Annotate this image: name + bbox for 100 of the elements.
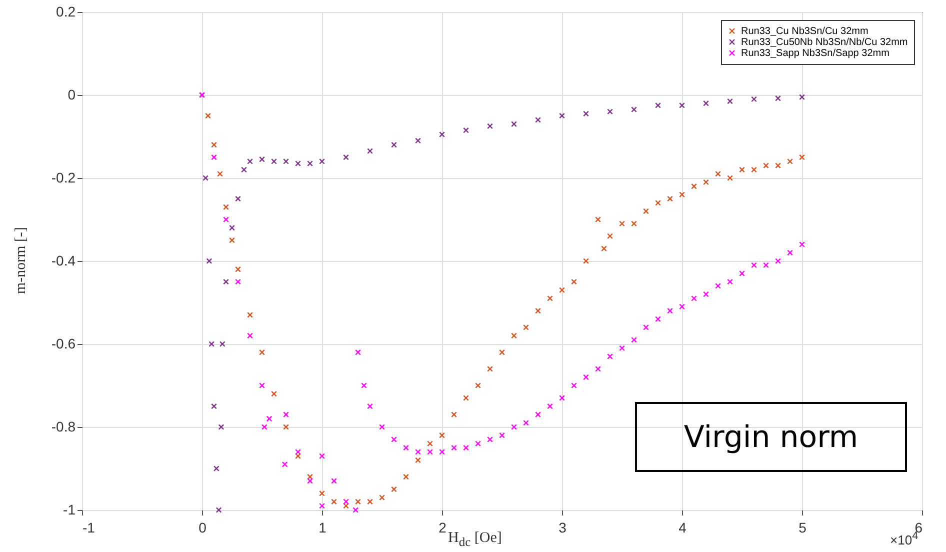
point — [208, 341, 215, 347]
point — [223, 216, 229, 222]
point — [319, 158, 325, 164]
point — [655, 102, 661, 108]
point — [547, 403, 553, 410]
point — [487, 123, 493, 130]
point — [631, 220, 637, 227]
point — [223, 278, 229, 285]
point — [379, 494, 385, 500]
point — [219, 341, 226, 347]
point — [247, 312, 253, 318]
point — [583, 258, 589, 264]
point — [307, 478, 313, 484]
y-tick-label: -0.4 — [51, 252, 76, 268]
point — [571, 382, 577, 388]
point — [271, 390, 277, 397]
point — [343, 154, 349, 160]
x-tick-label: 2 — [438, 520, 447, 536]
point — [727, 98, 733, 104]
point — [319, 453, 325, 459]
point — [595, 366, 601, 372]
point — [439, 131, 445, 138]
point — [355, 349, 361, 356]
point — [367, 403, 373, 410]
y-tick-label: -0.8 — [51, 418, 76, 434]
point — [261, 424, 268, 430]
point — [511, 121, 517, 127]
y-tick-label: -0.2 — [51, 170, 76, 186]
point — [367, 148, 373, 154]
point — [439, 432, 445, 438]
point — [799, 154, 805, 160]
point — [535, 116, 541, 123]
point — [601, 246, 607, 252]
point — [463, 395, 469, 401]
point — [282, 461, 288, 468]
point — [703, 291, 709, 298]
point — [667, 196, 673, 202]
point — [787, 250, 793, 256]
point — [763, 262, 769, 268]
point — [667, 308, 673, 314]
point — [283, 424, 289, 430]
point — [217, 170, 223, 177]
point — [655, 200, 661, 206]
x-tick-label: 5 — [798, 520, 807, 536]
point — [727, 278, 733, 285]
y-tick-label: -0.6 — [51, 336, 76, 352]
point — [751, 166, 757, 173]
point — [218, 424, 224, 430]
point — [283, 158, 289, 164]
point — [361, 382, 367, 388]
point — [715, 282, 721, 289]
point — [607, 108, 613, 115]
point — [439, 448, 445, 455]
point — [241, 166, 247, 173]
point — [547, 295, 553, 302]
point — [715, 170, 721, 177]
point — [559, 112, 565, 119]
point — [787, 158, 793, 164]
point — [415, 448, 421, 455]
x-tick-label: 4 — [678, 520, 687, 536]
point — [235, 196, 241, 202]
point — [619, 345, 625, 352]
point — [331, 478, 337, 484]
point — [352, 507, 359, 513]
point — [391, 486, 397, 492]
point — [319, 490, 325, 496]
x-tick-label: 1 — [318, 520, 327, 536]
point — [511, 424, 517, 430]
point — [211, 403, 217, 410]
point — [571, 278, 577, 285]
point — [403, 474, 409, 480]
point — [211, 142, 217, 148]
point — [607, 354, 613, 360]
point — [751, 96, 757, 102]
point — [631, 106, 637, 112]
point — [247, 158, 253, 164]
point — [206, 258, 212, 264]
point — [367, 498, 373, 505]
point — [643, 208, 649, 214]
point — [391, 436, 397, 442]
point — [583, 110, 589, 117]
point — [223, 204, 229, 210]
point — [295, 448, 301, 455]
point — [583, 374, 589, 380]
point — [229, 237, 235, 244]
point — [475, 382, 481, 388]
point — [607, 233, 613, 240]
point — [427, 448, 433, 455]
x-tick-label: 3 — [558, 520, 567, 536]
point — [679, 192, 685, 198]
point — [499, 349, 505, 356]
point — [307, 160, 313, 166]
point — [379, 424, 385, 430]
point — [229, 224, 235, 231]
x-tick-label: -1 — [82, 520, 96, 536]
point — [202, 175, 209, 181]
point — [775, 95, 781, 102]
point — [391, 142, 397, 148]
y-axis-title: m-norm [-] — [13, 226, 30, 294]
point — [679, 304, 685, 310]
